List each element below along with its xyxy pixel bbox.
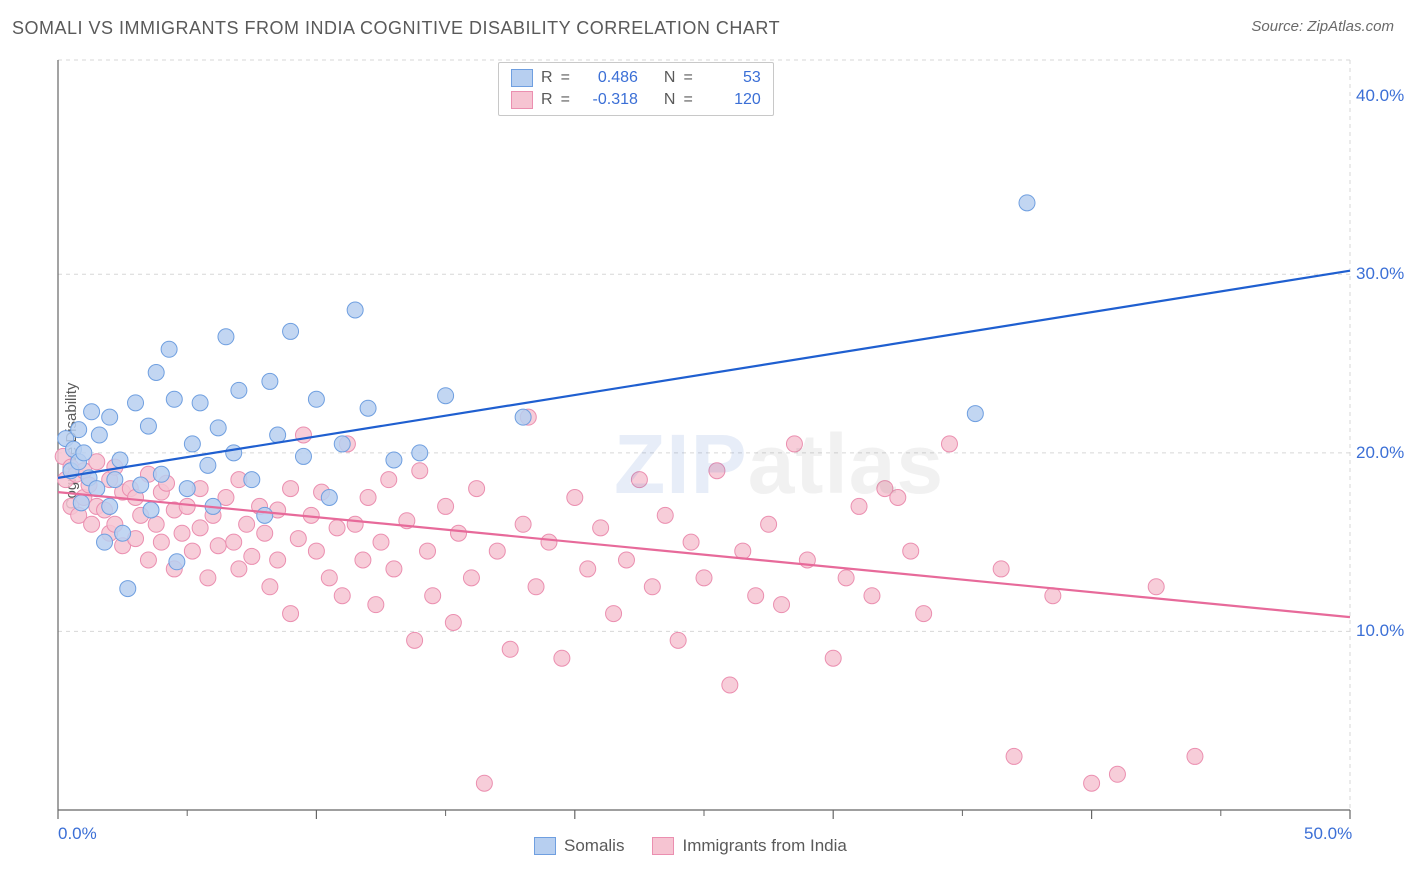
x-tick-label: 50.0%	[1304, 824, 1352, 844]
r-label: R	[541, 69, 553, 87]
correlation-stats-legend: R = 0.486 N = 53 R = -0.318 N = 120	[498, 62, 774, 116]
swatch-somalis	[534, 837, 556, 855]
x-tick-label: 0.0%	[58, 824, 97, 844]
y-tick-label: 30.0%	[1356, 264, 1404, 284]
chart-header: SOMALI VS IMMIGRANTS FROM INDIA COGNITIV…	[12, 18, 1394, 39]
source-label: Source:	[1251, 18, 1307, 35]
source-attribution: Source: ZipAtlas.com	[1251, 18, 1394, 35]
swatch-india	[511, 91, 533, 109]
stats-row-somalis: R = 0.486 N = 53	[511, 67, 761, 89]
equals-sign: =	[561, 69, 570, 87]
swatch-india	[652, 837, 674, 855]
y-tick-label: 10.0%	[1356, 621, 1404, 641]
legend-item-india: Immigrants from India	[652, 836, 846, 856]
n-label: N	[664, 69, 676, 87]
n-label: N	[664, 91, 676, 109]
legend-item-somalis: Somalis	[534, 836, 624, 856]
chart-title: SOMALI VS IMMIGRANTS FROM INDIA COGNITIV…	[12, 18, 780, 39]
source-value: ZipAtlas.com	[1307, 18, 1394, 35]
stats-row-india: R = -0.318 N = 120	[511, 89, 761, 111]
swatch-somalis	[511, 69, 533, 87]
legend-label-india: Immigrants from India	[682, 836, 846, 856]
scatter-chart-svg	[54, 56, 1390, 822]
equals-sign: =	[561, 91, 570, 109]
n-value-somalis: 53	[701, 69, 761, 87]
y-tick-label: 20.0%	[1356, 443, 1404, 463]
legend-label-somalis: Somalis	[564, 836, 624, 856]
n-value-india: 120	[701, 91, 761, 109]
equals-sign: =	[683, 69, 692, 87]
y-tick-label: 40.0%	[1356, 86, 1404, 106]
r-value-somalis: 0.486	[578, 69, 638, 87]
equals-sign: =	[683, 91, 692, 109]
series-legend: Somalis Immigrants from India	[534, 836, 847, 856]
r-value-india: -0.318	[578, 91, 638, 109]
chart-area: ZIPatlas R=0.486N=53R=-0.318N=120	[54, 56, 1390, 822]
r-label: R	[541, 91, 553, 109]
